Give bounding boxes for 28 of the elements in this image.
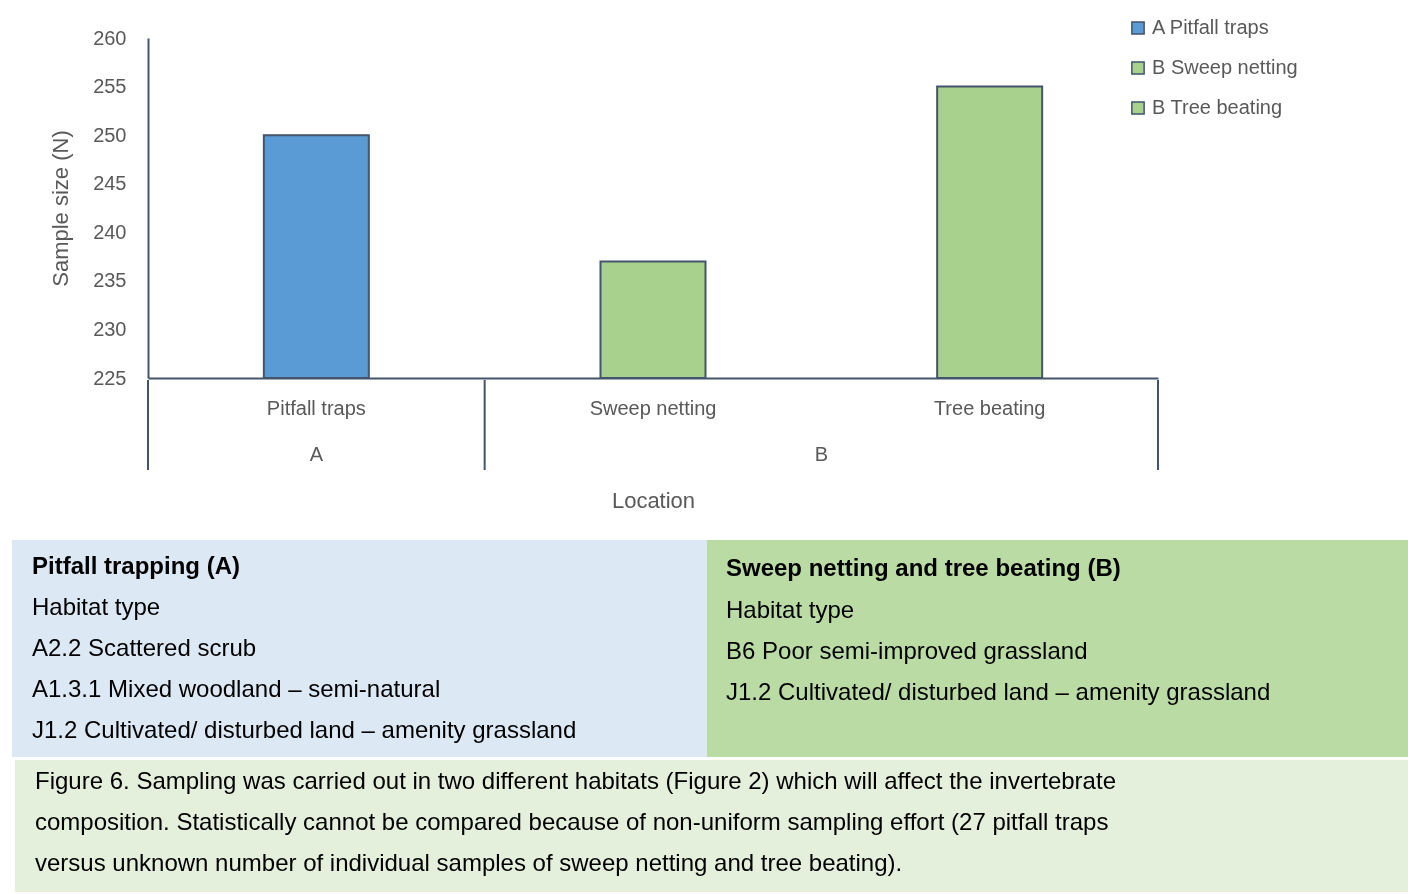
text: B6 Poor semi-improved grassland <box>726 637 1088 664</box>
legend-label: B Sweep netting <box>1152 56 1298 78</box>
text: A <box>309 443 324 465</box>
y-tick-label: 260 <box>93 26 127 49</box>
text: A2.2 Scattered scrub <box>32 634 257 661</box>
y-tick-label: 255 <box>93 75 127 98</box>
legend-label: A Pitfall traps <box>1152 16 1269 38</box>
x-tick-label: Sweep netting <box>589 396 717 419</box>
text: A1.3.1 Mixed woodland – semi-natural <box>32 675 441 702</box>
y-tick-label: 240 <box>93 220 127 243</box>
y-axis-title: Sample size (N) <box>48 130 74 287</box>
legend-label: B Tree beating <box>1152 96 1283 118</box>
text: Habitat type <box>32 593 161 620</box>
text: Pitfall trapping (A) <box>32 552 240 579</box>
y-tick-label: 245 <box>93 172 127 195</box>
x-tick-label: Tree beating <box>933 396 1046 419</box>
text: J1.2 Cultivated/ disturbed land – amenity grassland <box>32 716 577 743</box>
text: Sweep netting and tree beating (B) <box>726 554 1121 581</box>
text: Habitat type <box>726 596 855 623</box>
caption: Figure 6. Sampling was carried out in two different habitats (Figure 2) which will affect the invertebrate composition. Statistically cannot be compared because of non-uniform sampling effort (27 pitfall traps versus unknown number of individual samples of sweep netting and tree beating). <box>35 767 1116 876</box>
y-tick-label: 225 <box>93 366 127 389</box>
y-tick-label: 235 <box>93 269 127 292</box>
x-axis-title: Location <box>611 487 696 513</box>
text: J1.2 Cultivated/ disturbed land – amenity grassland <box>726 678 1271 705</box>
y-tick-label: 250 <box>93 123 127 146</box>
y-tick-label: 230 <box>93 317 127 340</box>
text: B <box>814 443 829 465</box>
x-tick-label: Pitfall traps <box>266 396 366 419</box>
